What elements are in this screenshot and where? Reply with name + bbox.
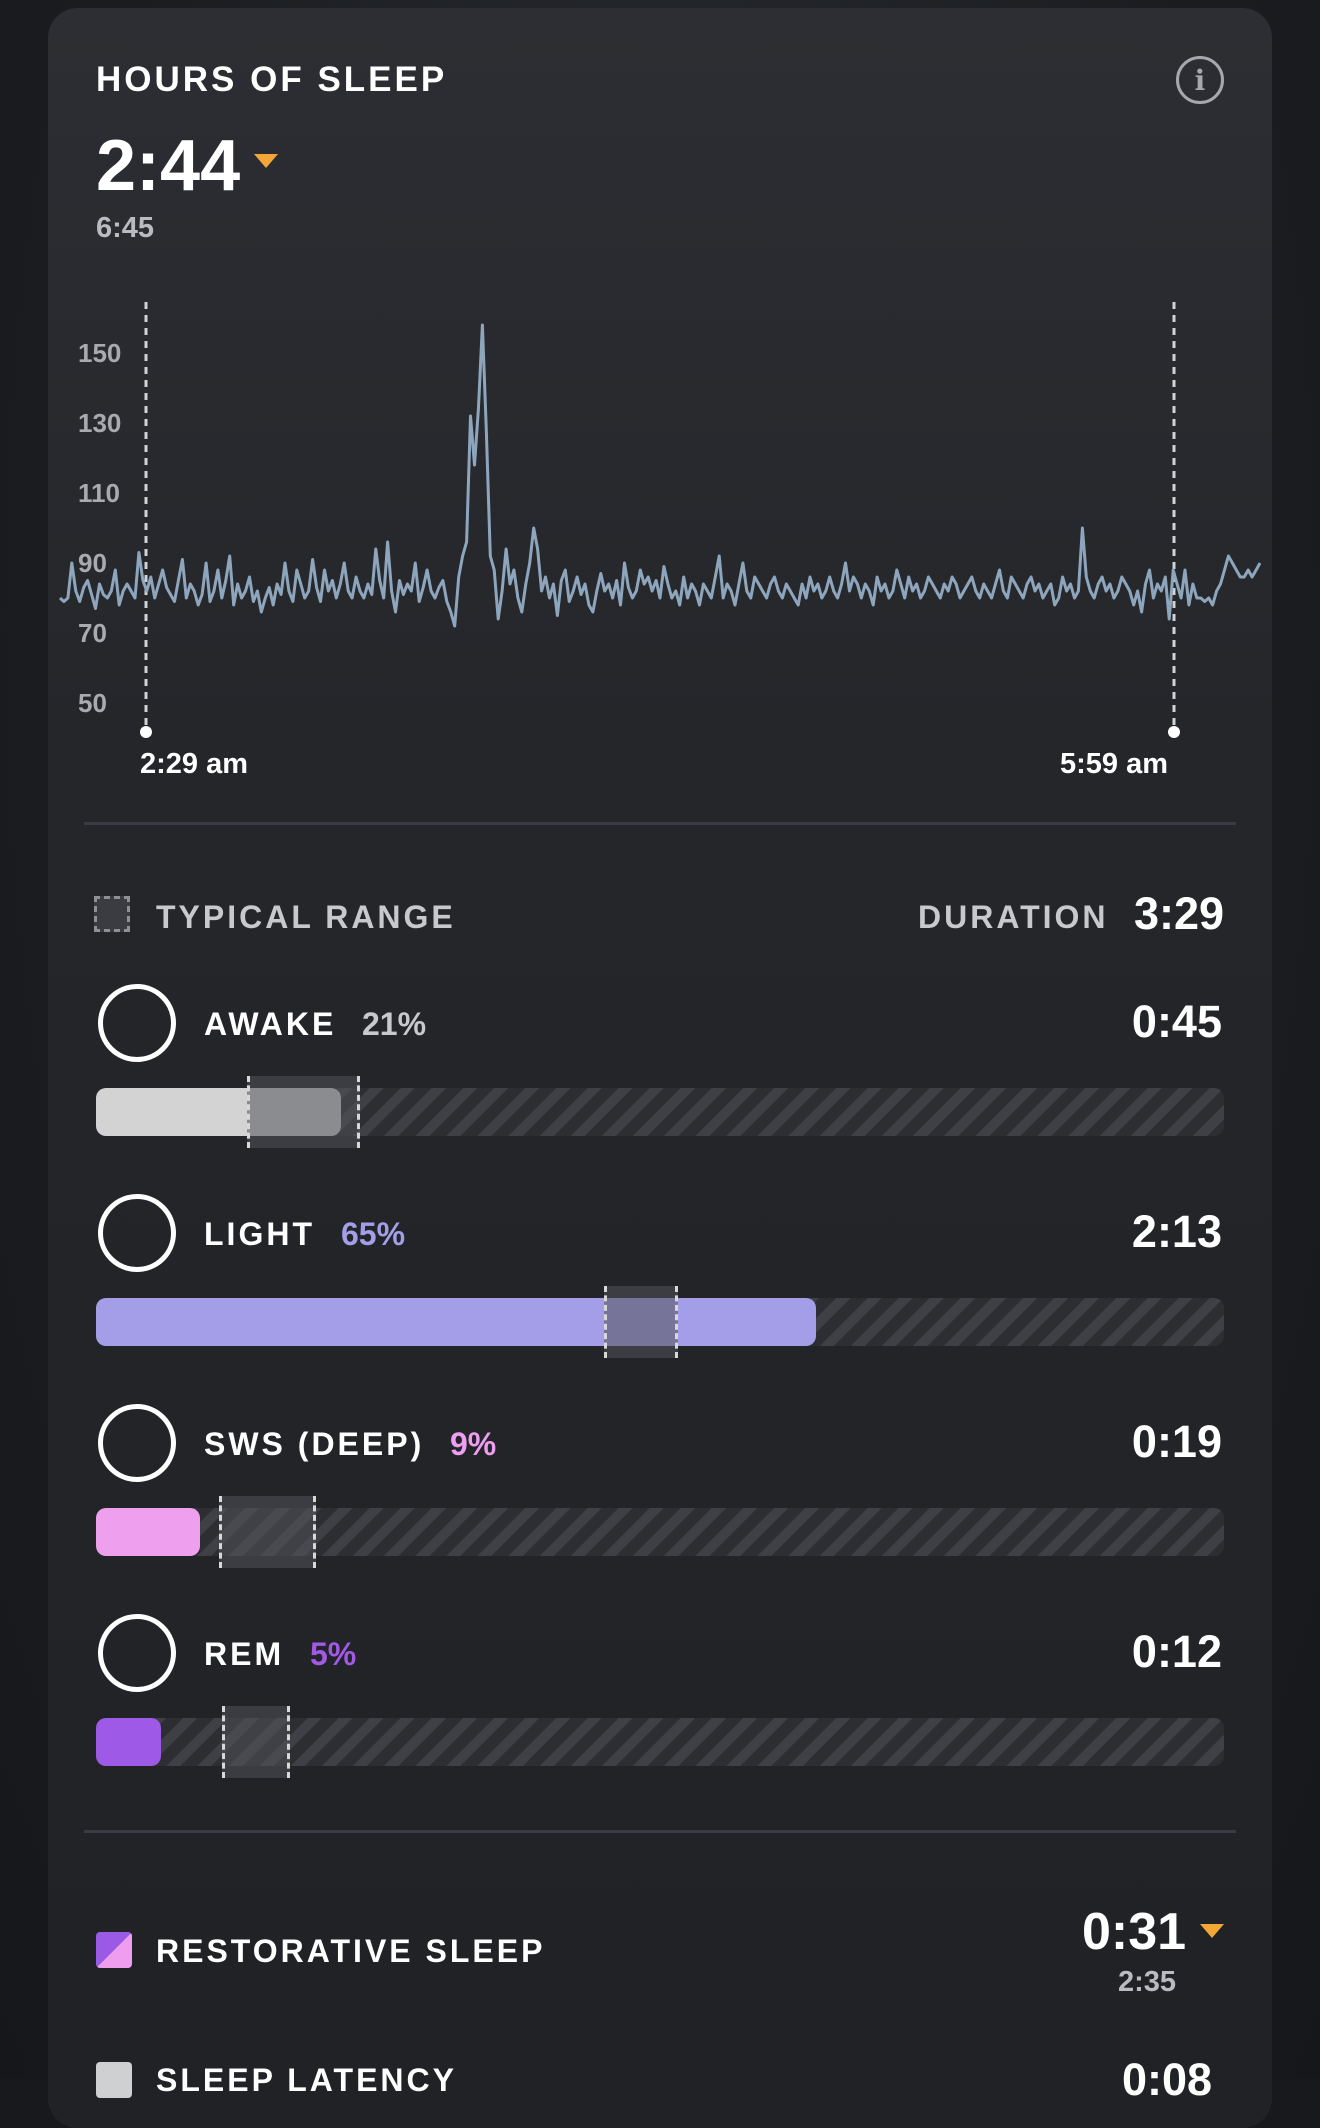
start-marker-dot — [140, 726, 152, 738]
divider — [84, 822, 1236, 825]
sleep-latency-label: SLEEP LATENCY — [156, 2062, 457, 2098]
typical-range-marker — [247, 1076, 360, 1148]
stage-percent: 65% — [341, 1216, 406, 1252]
y-tick-label: 50 — [78, 688, 107, 718]
stage-name: SWS (DEEP) — [204, 1426, 425, 1462]
stage-name: AWAKE — [204, 1006, 337, 1042]
page-title: HOURS OF SLEEP — [96, 60, 448, 99]
restorative-sleep-value: 0:31 — [1082, 1903, 1187, 1961]
total-duration-value: 3:29 — [1134, 888, 1225, 939]
y-tick-label: 130 — [78, 408, 122, 438]
sleep-latency-value: 0:08 — [1122, 2054, 1213, 2105]
trend-down-icon — [254, 154, 278, 168]
y-tick-label: 90 — [78, 548, 107, 578]
previous-hours-value: 6:45 — [96, 212, 155, 244]
stage-duration: 2:13 — [1131, 1206, 1222, 1257]
typical-range-marker — [219, 1496, 316, 1568]
typical-range-marker — [604, 1286, 678, 1358]
end-marker-dot — [1168, 726, 1180, 738]
trend-down-icon — [1200, 1924, 1224, 1938]
typical-range-label: TYPICAL RANGE — [156, 899, 456, 935]
info-icon[interactable]: i — [1176, 56, 1224, 104]
stage-percent: 5% — [310, 1636, 357, 1672]
stage-duration: 0:12 — [1131, 1626, 1222, 1677]
stage-duration: 0:19 — [1131, 1416, 1222, 1467]
end-time-label: 5:59 am — [1060, 748, 1169, 780]
stage-duration: 0:45 — [1131, 996, 1222, 1047]
typical-range-marker — [222, 1706, 290, 1778]
restorative-sleep-label: RESTORATIVE SLEEP — [156, 1933, 546, 1969]
divider — [84, 1830, 1236, 1833]
restorative-previous-value: 2:35 — [1118, 1966, 1177, 1998]
stage-name: REM — [204, 1636, 285, 1672]
y-tick-label: 110 — [78, 478, 120, 508]
start-time-label: 2:29 am — [140, 748, 249, 780]
stage-ring-icon — [98, 1404, 176, 1482]
stage-ring-icon — [98, 1614, 176, 1692]
stage-name: LIGHT — [204, 1216, 315, 1252]
stage-ring-icon — [98, 984, 176, 1062]
stage-fill-bar — [96, 1298, 816, 1346]
stage-ring-icon — [98, 1194, 176, 1272]
y-tick-label: 150 — [78, 338, 122, 368]
typical-range-swatch-icon — [94, 896, 130, 932]
stage-fill-bar — [96, 1508, 200, 1556]
stage-percent: 21% — [362, 1006, 427, 1042]
stage-fill-bar — [96, 1718, 161, 1766]
sleep-latency-icon — [96, 2062, 132, 2098]
duration-label: DURATION — [918, 899, 1109, 935]
heart-rate-chart — [58, 302, 1262, 738]
restorative-sleep-icon — [96, 1932, 132, 1968]
hours-of-sleep-value: 2:44 — [96, 126, 241, 206]
y-tick-label: 70 — [78, 618, 107, 648]
heart-rate-series-line — [58, 323, 1262, 628]
stage-percent: 9% — [450, 1426, 497, 1462]
